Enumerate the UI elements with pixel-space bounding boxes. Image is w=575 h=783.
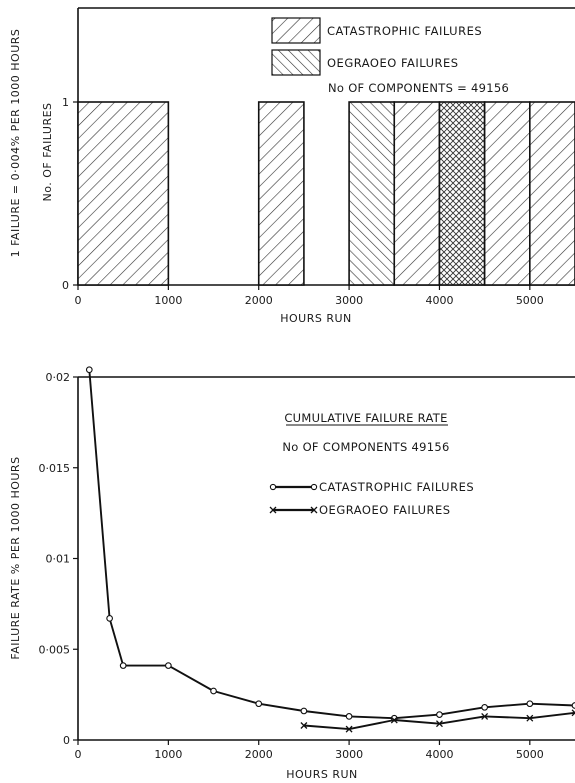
top-legend: CATASTROPHIC FAILURES OEGRAOEO FAILURES [271,17,482,76]
top-x-ticks: 0 1000 2000 3000 4000 5000 [75,285,544,307]
top-y-ticks: 01 [62,96,78,292]
top-x-axis-label: HOURS RUN [280,312,352,325]
legend-swatch-degraded [271,49,321,76]
histogram-bar [257,101,305,286]
catastrophic-rate-point [255,700,263,708]
bottom-x-axis-label: HOURS RUN [286,768,358,781]
legend-swatch-catastrophic [271,17,321,44]
degraded-rate-point [390,716,398,724]
legend-label-catastrophic: CATASTROPHIC FAILURES [327,24,482,38]
degraded-rate-point [481,712,489,720]
x-tick-label: 5000 [516,748,544,761]
x-tick-label: 3000 [335,294,363,307]
catastrophic-rate-point [300,707,308,715]
bottom-y-axis-label: FAILURE RATE % PER 1000 HOURS [9,456,22,659]
top-bars [77,101,575,286]
legend-label-catastrophic-rate: CATASTROPHIC FAILURES [319,480,474,494]
x-tick-label: 3000 [335,748,363,761]
bottom-legend: CATASTROPHIC FAILURES OEGRAOEO FAILURES [269,480,474,517]
x-tick-label: 2000 [245,294,273,307]
degraded-rate-point [526,714,534,722]
histogram-bar [483,101,531,286]
catastrophic-rate-point [119,662,127,669]
x-tick-label: 1000 [154,294,182,307]
legend-marker-degraded-start [269,506,277,514]
bottom-series [85,366,575,733]
bottom-x-ticks: 0 1000 2000 3000 4000 5000 [75,740,544,761]
catastrophic-rate-point [526,700,534,708]
catastrophic-rate-point [210,687,217,695]
y-tick-label: 0·015 [39,462,71,475]
x-tick-label: 0 [75,748,82,761]
cumulative-failure-rate-chart: 0 1000 2000 3000 4000 5000 0 0·005 0·01 0·015 0·0… [9,366,575,781]
degraded-rate-point [435,720,443,728]
top-y-axis-label-secondary: 1 FAILURE = 0·004% PER 1000 HOURS [9,29,22,258]
bottom-chart-subtitle: No OF COMPONENTS 49156 [282,440,449,454]
y-tick-label: 0·005 [39,643,71,656]
degraded-rate-point [300,722,308,729]
legend-label-degraded: OEGRAOEO FAILURES [327,56,459,70]
y-tick-label: 0 [63,734,70,747]
catastrophic-rate-point [165,662,172,669]
histogram-bar [393,101,441,286]
x-tick-label: 0 [75,294,82,307]
x-tick-label: 5000 [516,294,544,307]
top-components-note: No OF COMPONENTS = 49156 [328,81,509,95]
y-tick-label: 0·02 [46,371,71,384]
degraded-rate-point [571,709,575,717]
legend-marker-degraded-end [310,506,318,514]
degraded-rate-point [345,725,353,733]
legend-marker-catastrophic-end [310,483,318,491]
catastrophic-rate-point [436,711,443,718]
histogram-bar [529,101,575,286]
x-tick-label: 4000 [425,748,453,761]
histogram-bar [77,101,170,286]
catastrophic-rate-point [571,702,575,709]
x-tick-label: 4000 [425,294,453,307]
catastrophic-rate-point [85,366,93,374]
histogram-bar [438,101,486,286]
legend-marker-catastrophic-start [269,483,277,491]
bottom-y-ticks: 0 0·005 0·01 0·015 0·02 [39,371,78,747]
bottom-chart-title: CUMULATIVE FAILURE RATE [284,411,447,425]
catastrophic-rate-point [106,615,113,622]
catastrophic-rate-point [481,703,488,711]
y-tick-label: 1 [62,96,69,109]
x-tick-label: 1000 [154,748,182,761]
y-tick-label: 0 [62,279,69,292]
failures-histogram: 0 1000 2000 3000 4000 5000 01 HOURS RUN No. O… [9,7,575,325]
top-y-axis-label: No. OF FAILURES [41,102,54,201]
y-tick-label: 0·01 [46,553,71,566]
legend-label-degraded-rate: OEGRAOEO FAILURES [319,503,451,517]
histogram-bar [348,101,396,286]
catastrophic-rate-point [345,713,353,720]
x-tick-label: 2000 [245,748,273,761]
